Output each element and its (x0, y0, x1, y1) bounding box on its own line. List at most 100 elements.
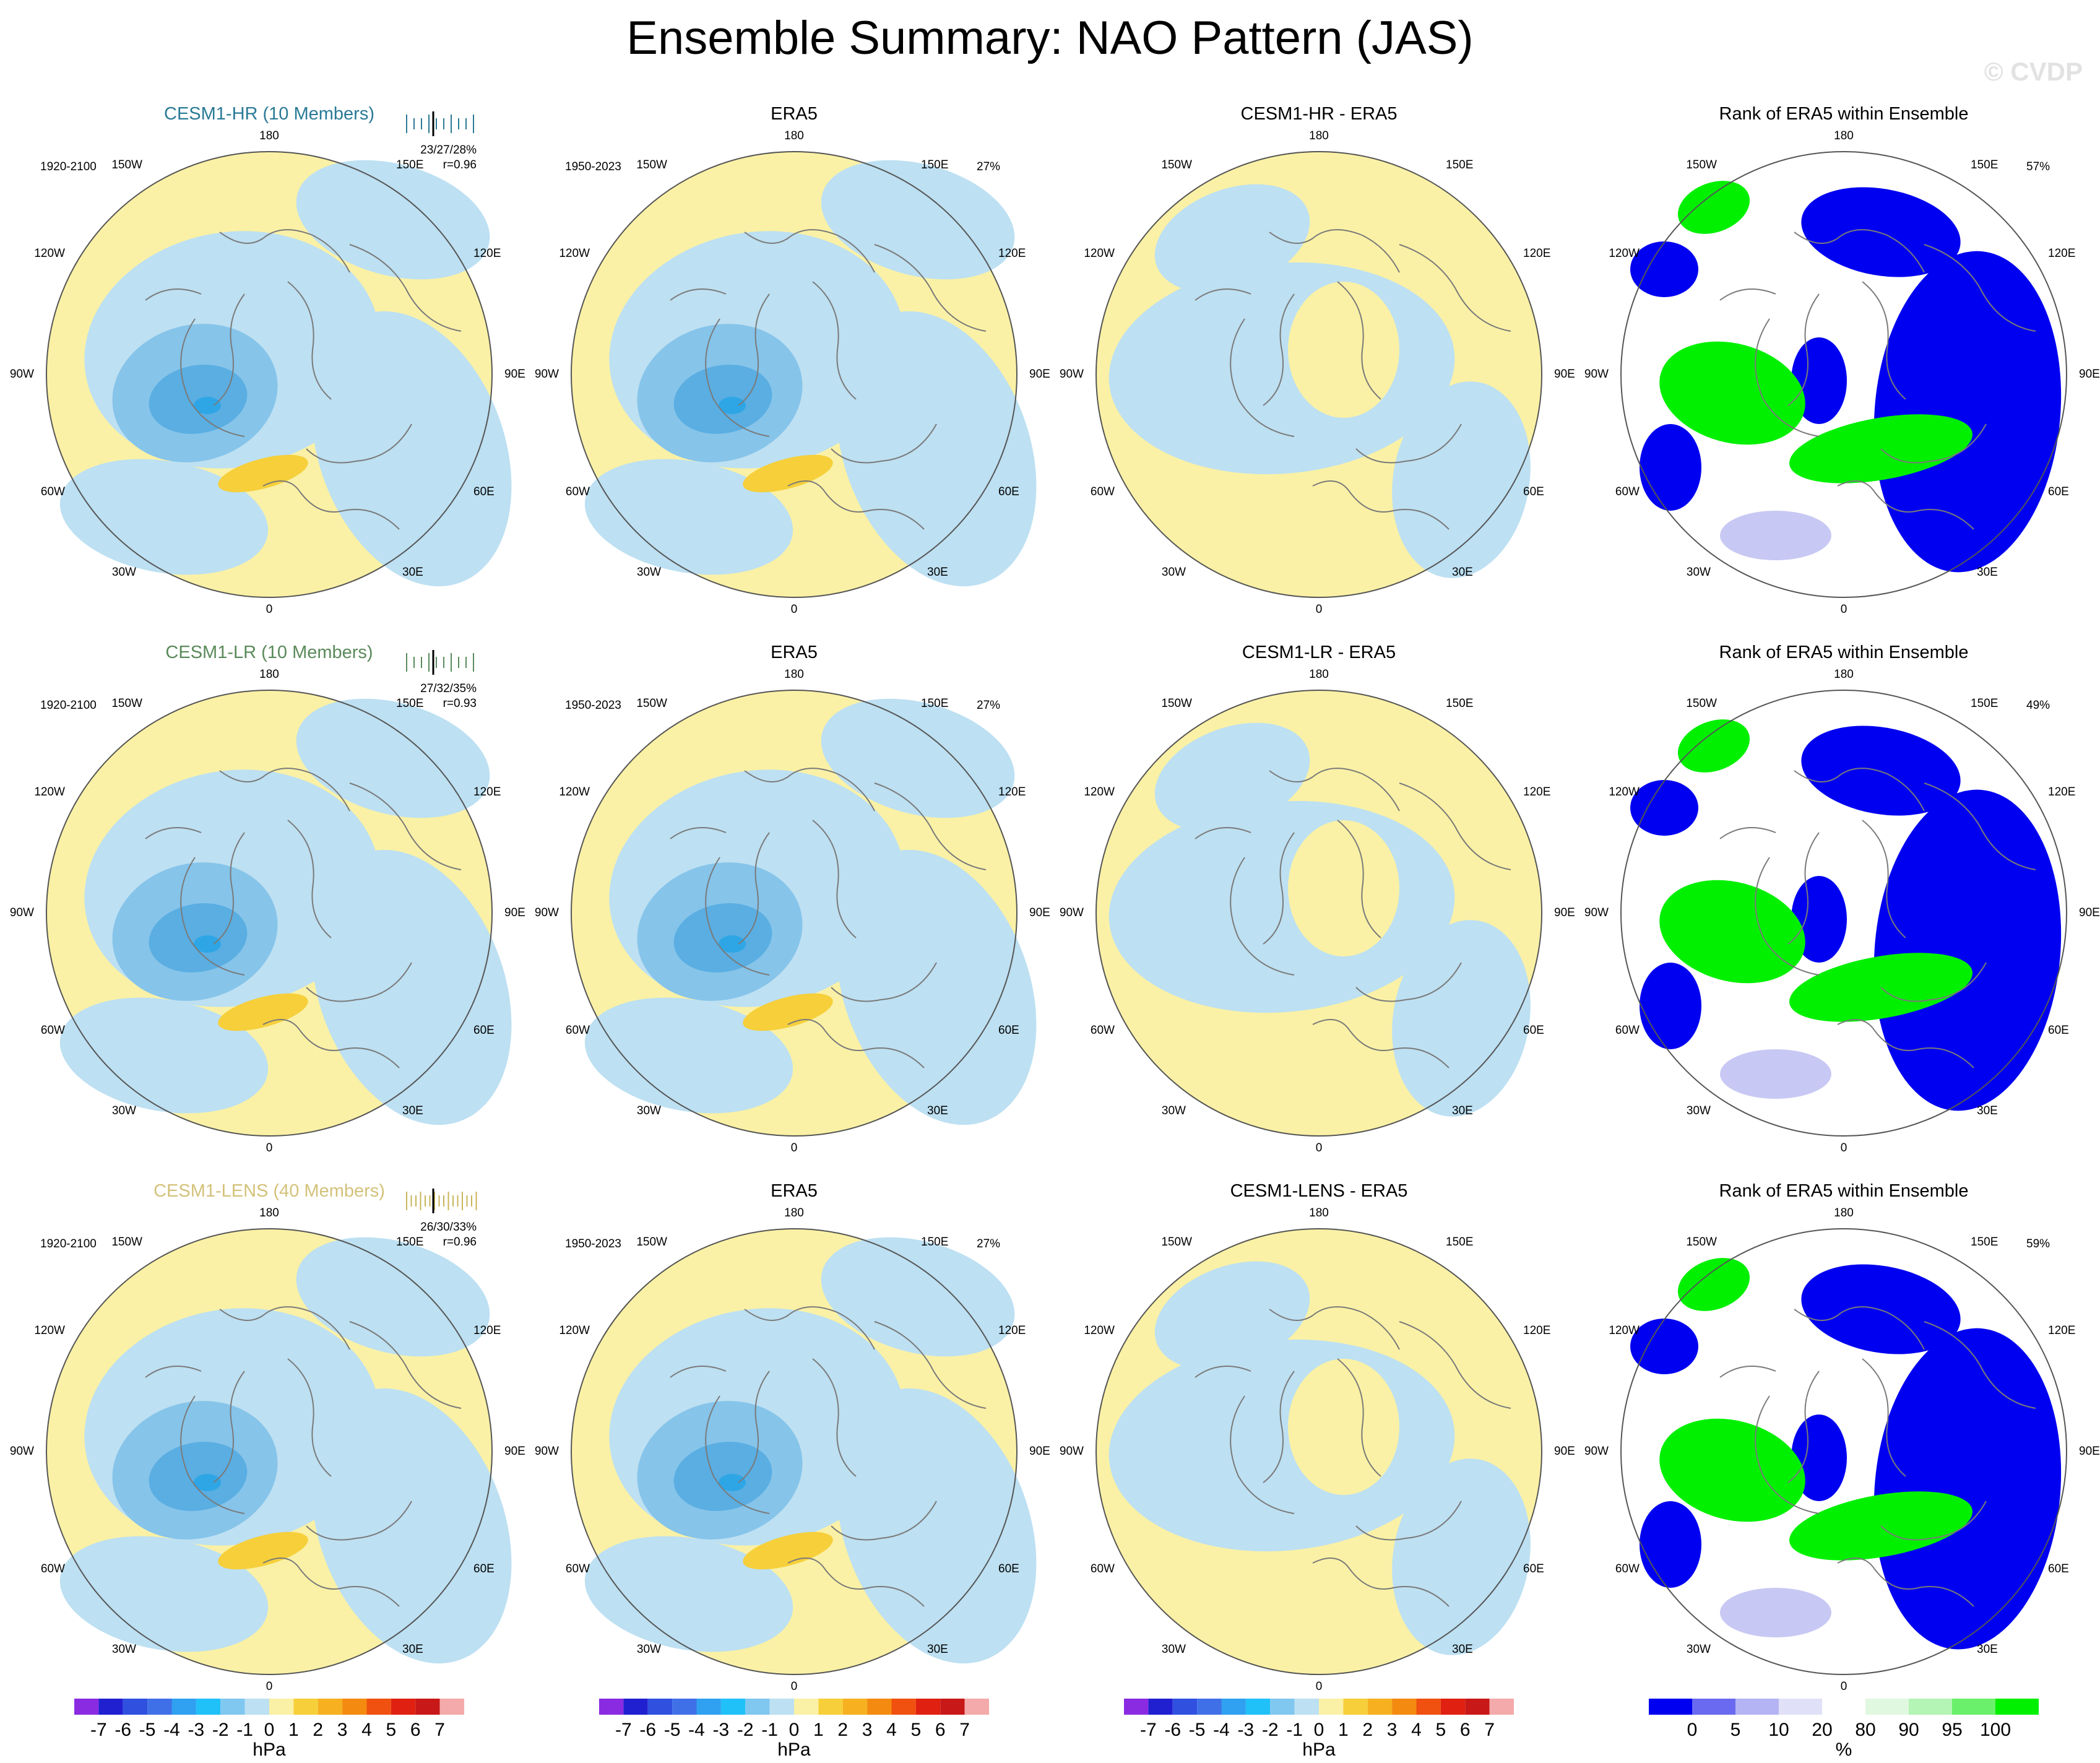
year-range-label: 1950-2023 (565, 160, 621, 173)
longitude-label: 150E (921, 697, 948, 710)
longitude-label: 120W (1084, 247, 1115, 260)
rank-low-region (1630, 241, 1698, 297)
coastline (1399, 244, 1511, 332)
longitude-label: 0 (791, 603, 798, 616)
coastline (349, 1321, 462, 1409)
longitude-label: 30E (1977, 1104, 1998, 1117)
longitude-label: 180 (1309, 129, 1329, 142)
longitude-label: 120W (559, 247, 590, 260)
coastline (213, 1371, 245, 1483)
colorbar-swatch (818, 1699, 843, 1715)
longitude-label: 120E (2048, 786, 2075, 799)
colorbar-tick-label: -3 (1238, 1720, 1255, 1740)
longitude-label: 60E (2048, 1562, 2069, 1575)
colorbar-swatch (244, 1699, 269, 1715)
coastline (1355, 962, 1462, 1002)
colorbar-swatch (1735, 1699, 1779, 1715)
colorbar-swatch (269, 1699, 294, 1715)
pattern-correlation: r=0.93 (443, 697, 477, 710)
longitude-label: 120W (34, 786, 65, 799)
colorbar-tick-label: -3 (713, 1720, 730, 1740)
colorbar-swatch (1649, 1699, 1692, 1715)
longitude-label: 60W (1091, 1024, 1115, 1037)
coastline (1837, 1557, 1974, 1607)
colorbar_hpa-colorbar: -7 -6 -5 -4 -3 -2 -1 0 1 2 3 4 5 6 7 hPa (599, 1699, 989, 1760)
coastline (1862, 1358, 1906, 1477)
rank-high-region (1677, 181, 1750, 234)
colorbar-tick-label: -6 (639, 1720, 656, 1740)
coastline (1924, 244, 2036, 332)
longitude-label: 120E (1523, 786, 1550, 799)
negative-anomaly-region (59, 997, 269, 1114)
rank-low-region (1630, 780, 1698, 836)
longitude-label: 150W (111, 1236, 142, 1249)
variance-percent-label: 27% (977, 1237, 1000, 1250)
longitude-label: 60E (2048, 1024, 2069, 1037)
longitude-label: 120E (998, 247, 1026, 260)
longitude-label: 150W (111, 158, 142, 171)
coastline (1862, 281, 1906, 400)
colorbar-tick-label: 2 (313, 1720, 323, 1740)
colorbar-swatch (74, 1699, 99, 1715)
map-boundary (571, 1228, 1018, 1675)
negative-anomaly-region (296, 160, 490, 280)
coastline (1399, 782, 1511, 870)
longitude-label: 150W (636, 697, 667, 710)
coastline (287, 820, 332, 938)
positive-anomaly-region (218, 1531, 308, 1570)
coastline (670, 288, 727, 301)
colorbar-swatch (1343, 1699, 1368, 1715)
colorbar-tick-label: 3 (337, 1720, 348, 1740)
longitude-label: 150E (396, 1236, 423, 1249)
rank-low-region (1640, 1501, 1701, 1588)
rank-low-region (1801, 187, 1961, 277)
longitude-label: 60W (1091, 1562, 1115, 1575)
longitude-label: 90E (1029, 906, 1050, 919)
colorbar-tick-label: -7 (615, 1720, 632, 1740)
longitude-label: 120W (34, 1324, 65, 1337)
longitude-label: 60W (1091, 485, 1115, 498)
longitude-label: 60W (566, 485, 590, 498)
longitude-label: 90W (1060, 368, 1084, 381)
rank-panel-title: Rank of ERA5 within Ensemble (1719, 643, 1969, 662)
longitude-label: 120E (1523, 247, 1550, 260)
colorbar-swatch (98, 1699, 123, 1715)
map-boundary (571, 151, 1018, 598)
longitude-label: 90W (1060, 1445, 1084, 1458)
longitude-label: 0 (1841, 603, 1847, 616)
longitude-label: 180 (1834, 129, 1854, 142)
longitude-label: 180 (259, 668, 279, 681)
obs-panel-title: ERA5 (771, 643, 818, 662)
colorbar-tick-label: -3 (188, 1720, 205, 1740)
coastline (145, 288, 202, 301)
coastline (705, 318, 770, 437)
coastline (306, 1501, 412, 1541)
negative-anomaly-region (59, 1536, 269, 1652)
colorbar-tick-label: 5 (386, 1720, 397, 1740)
colorbar-swatch (1465, 1699, 1490, 1715)
coastline (1924, 782, 2036, 870)
coastline (1195, 827, 1251, 839)
colorbar-units: hPa (777, 1739, 811, 1760)
colorbar-swatch (439, 1699, 464, 1715)
negative-anomaly-region (311, 311, 512, 587)
colorbar-tick-label: 1 (1338, 1720, 1349, 1740)
coastline (1719, 1366, 1776, 1378)
longitude-label: 90E (1554, 1445, 1575, 1458)
coastline (874, 782, 987, 870)
longitude-label: 150W (1686, 1236, 1717, 1249)
obs-polar-map: 180 150E 120E 90E 60E 30E 0 30W 60W 90W 120W 150W 19… (535, 1206, 1050, 1693)
coastline (1794, 229, 1925, 273)
colorbar-swatch (1124, 1699, 1149, 1715)
longitude-label: 60W (41, 1024, 65, 1037)
ensemble-variance-stats: 27/32/35% (420, 682, 477, 695)
colorbar-swatch (147, 1699, 172, 1715)
diff-panel-title: CESM1-HR - ERA5 (1240, 104, 1398, 124)
coastline (1230, 318, 1295, 437)
coastline (1337, 1358, 1381, 1477)
coastline (1787, 1371, 1820, 1483)
colorbar-tick-label: 2 (837, 1720, 848, 1740)
longitude-label: 30W (1687, 1104, 1711, 1117)
longitude-label: 150W (1686, 158, 1717, 171)
coastline (744, 229, 875, 273)
